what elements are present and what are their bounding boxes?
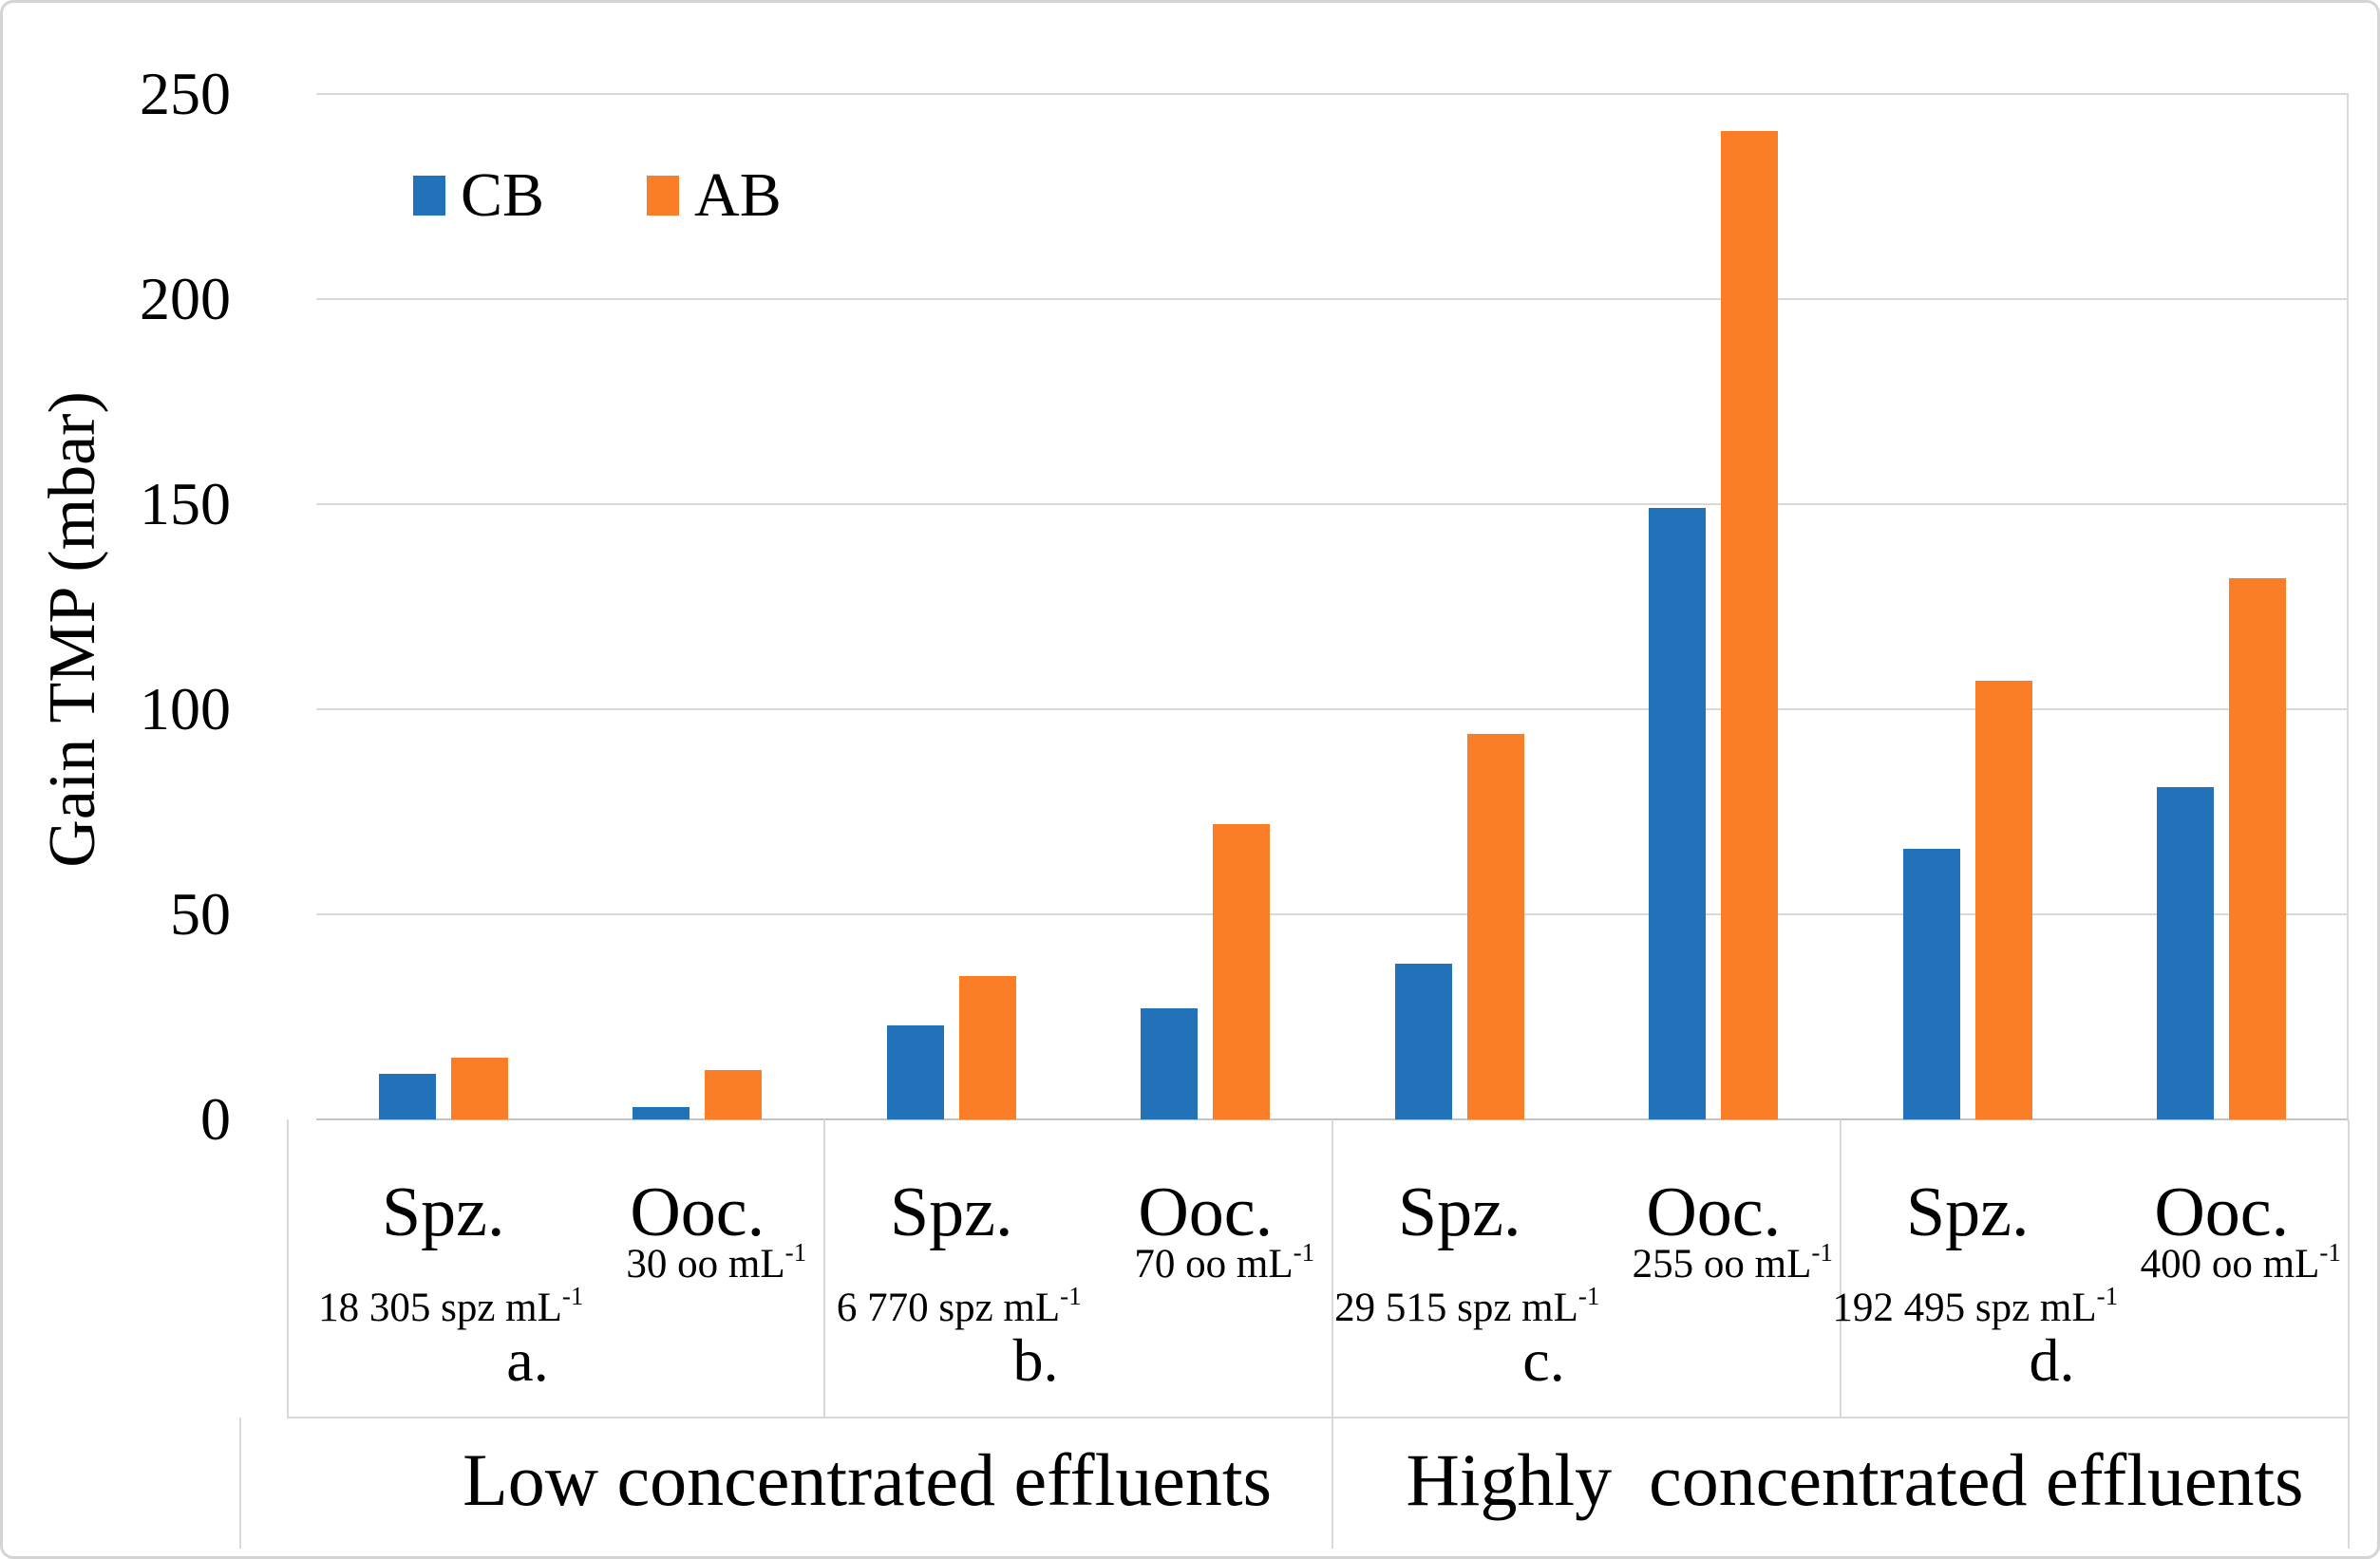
category-border-0: [287, 1119, 289, 1418]
group-letter-b: b.: [1012, 1326, 1059, 1394]
legend-label-cb: CB: [461, 160, 545, 230]
gridline-250: [316, 93, 2349, 95]
legend-item-cb: CB: [413, 164, 544, 227]
section-label-low: Low concentrated effluents: [463, 1438, 1272, 1521]
legend: CB AB: [413, 164, 782, 227]
concentration-value: 29 515 spz mL: [1334, 1286, 1578, 1330]
y-tick-label-200: 200: [140, 265, 231, 332]
concentration-value: 400 oo mL: [2140, 1242, 2320, 1287]
bar-d-ooc-ab: [2229, 577, 2287, 1119]
category-label-a-ooc: Ooc.: [630, 1174, 765, 1251]
category-row-separator: [287, 1417, 2349, 1418]
concentration-value: 18 305 spz mL: [318, 1286, 562, 1330]
concentration-value: 70 oo mL: [1134, 1242, 1294, 1287]
bar-a-spz-cb: [378, 1074, 436, 1119]
section-border-left: [239, 1418, 241, 1549]
plot-right-border: [2347, 94, 2349, 1121]
bar-c-ooc-cb: [1649, 508, 1707, 1119]
concentration-exponent: -1: [1811, 1238, 1833, 1267]
concentration-value: 255 oo mL: [1632, 1242, 1812, 1287]
bar-d-ooc-cb: [2157, 787, 2215, 1119]
legend-swatch-cb: [413, 176, 445, 216]
category-border-3: [1840, 1119, 1842, 1418]
y-tick-label-50: 50: [170, 880, 231, 948]
concentration-label-b-spz: 6 770 spz mL-1: [836, 1282, 1082, 1334]
legend-item-ab: AB: [647, 164, 782, 227]
category-label-b-spz: Spz.: [890, 1174, 1013, 1251]
concentration-label-d-ooc: 400 oo mL-1: [2140, 1238, 2341, 1290]
concentration-label-d-spz: 192 495 spz mL-1: [1832, 1282, 2118, 1334]
concentration-label-c-ooc: 255 oo mL-1: [1632, 1238, 1833, 1290]
bar-c-ooc-ab: [1721, 130, 1779, 1119]
section-border-right: [2348, 1418, 2350, 1549]
category-label-a-spz: Spz.: [382, 1174, 505, 1251]
concentration-exponent: -1: [1293, 1238, 1315, 1267]
y-axis-title: Gain TMP (mbar): [36, 391, 109, 868]
category-border-2: [1332, 1119, 1333, 1418]
y-tick-label-100: 100: [140, 675, 231, 742]
concentration-exponent: -1: [784, 1238, 807, 1267]
category-label-d-spz: Spz.: [1906, 1174, 2030, 1251]
concentration-value: 192 495 spz mL: [1832, 1286, 2097, 1330]
y-tick-label-250: 250: [140, 60, 231, 127]
category-label-b-ooc: Ooc.: [1138, 1174, 1274, 1251]
bar-b-ooc-ab: [1213, 823, 1271, 1119]
group-letter-d: d.: [2029, 1326, 2075, 1394]
bar-c-spz-cb: [1394, 963, 1452, 1119]
category-label-d-ooc: Ooc.: [2154, 1174, 2290, 1251]
concentration-exponent: -1: [561, 1282, 584, 1310]
gridline-100: [316, 708, 2349, 710]
group-letter-c: c.: [1522, 1326, 1565, 1394]
gridline-200: [316, 298, 2349, 300]
gridline-50: [316, 913, 2349, 915]
concentration-label-a-ooc: 30 oo mL-1: [626, 1238, 806, 1290]
category-border-4: [2348, 1119, 2350, 1418]
category-label-c-spz: Spz.: [1398, 1174, 1521, 1251]
bar-a-ooc-ab: [705, 1070, 763, 1119]
category-border-1: [823, 1119, 825, 1418]
concentration-label-c-spz: 29 515 spz mL-1: [1334, 1282, 1599, 1334]
bar-c-spz-ab: [1466, 733, 1524, 1119]
category-label-c-ooc: Ooc.: [1646, 1174, 1782, 1251]
concentration-label-b-ooc: 70 oo mL-1: [1134, 1238, 1314, 1290]
bar-b-spz-cb: [886, 1024, 944, 1119]
bar-a-spz-ab: [450, 1058, 508, 1119]
concentration-exponent: -1: [2096, 1282, 2119, 1310]
bar-a-ooc-cb: [633, 1107, 690, 1119]
gridline-150: [316, 503, 2349, 505]
section-label-high: Highly concentrated effluents: [1406, 1438, 2304, 1521]
legend-swatch-ab: [647, 176, 680, 216]
bar-d-spz-ab: [1974, 680, 2032, 1119]
section-border-middle: [1332, 1418, 1333, 1549]
legend-label-ab: AB: [694, 160, 782, 230]
concentration-label-a-spz: 18 305 spz mL-1: [318, 1282, 583, 1334]
concentration-value: 30 oo mL: [626, 1242, 785, 1287]
group-letter-a: a.: [506, 1326, 549, 1394]
concentration-value: 6 770 spz mL: [836, 1286, 1061, 1330]
bar-b-spz-ab: [958, 975, 1016, 1119]
bar-d-spz-cb: [1902, 848, 1960, 1119]
y-tick-label-150: 150: [140, 470, 231, 537]
concentration-exponent: -1: [1577, 1282, 1600, 1310]
bar-b-ooc-cb: [1141, 1008, 1199, 1119]
concentration-exponent: -1: [2319, 1238, 2341, 1267]
concentration-exponent: -1: [1060, 1282, 1082, 1310]
y-tick-label-0: 0: [200, 1085, 231, 1153]
